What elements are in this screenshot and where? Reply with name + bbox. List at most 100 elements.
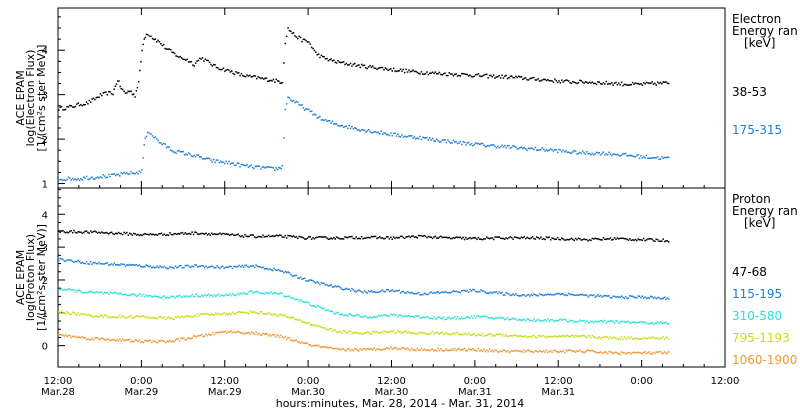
proton-point (316, 345, 318, 347)
proton-point (456, 332, 459, 334)
proton-point (612, 238, 614, 241)
proton-point (609, 319, 612, 322)
proton-point (127, 264, 129, 266)
proton-point (195, 264, 198, 266)
proton-point (380, 349, 382, 351)
proton-point (267, 311, 270, 314)
proton-point (476, 350, 478, 352)
proton-point (76, 290, 78, 292)
proton-point (445, 348, 448, 350)
proton-point (599, 337, 602, 340)
proton-point (643, 336, 645, 339)
proton-point (323, 327, 325, 329)
proton-point (140, 293, 142, 296)
electron-point (240, 72, 243, 75)
electron-point (663, 156, 666, 159)
proton-point (420, 347, 423, 350)
proton-point (283, 337, 285, 339)
electron-point (359, 66, 361, 69)
electron-point (340, 61, 342, 64)
electron-point (265, 166, 268, 169)
proton-point (415, 293, 417, 295)
proton-point (210, 334, 213, 336)
proton-point (345, 332, 348, 334)
proton-point (323, 236, 325, 238)
electron-point (288, 97, 291, 99)
proton-point (565, 239, 567, 241)
electron-point (440, 141, 442, 143)
proton-point (536, 294, 538, 297)
proton-point (340, 313, 342, 316)
proton-point (620, 320, 623, 323)
electron-point (190, 61, 193, 63)
proton-point (409, 236, 412, 239)
proton-point (447, 291, 449, 294)
electron-point (608, 151, 610, 154)
proton-point (216, 331, 218, 334)
proton-point (269, 333, 271, 336)
proton-point (90, 338, 92, 341)
proton-point (454, 348, 456, 350)
electron-point (574, 82, 577, 84)
electron-point (474, 74, 477, 76)
electron-point (466, 142, 468, 144)
proton-point (515, 334, 517, 337)
proton-point (195, 315, 198, 318)
proton-point (624, 337, 627, 340)
electron-point (274, 169, 276, 171)
proton-point (372, 330, 374, 333)
proton-point (373, 347, 375, 349)
proton-point (424, 235, 427, 238)
proton-point (80, 337, 82, 339)
proton-point (244, 293, 246, 295)
electron-point (534, 146, 537, 149)
proton-point (419, 234, 421, 237)
proton-point (266, 235, 268, 238)
proton-point (426, 236, 428, 239)
proton-point (119, 314, 121, 317)
proton-point (94, 292, 96, 294)
proton-point (188, 337, 191, 340)
proton-point (167, 316, 170, 318)
proton-ytick-label: 0 (42, 342, 48, 353)
proton-point (331, 330, 334, 332)
electron-point (545, 148, 548, 151)
proton-point (442, 236, 445, 239)
proton-point (415, 349, 417, 352)
electron-point (305, 39, 307, 42)
electron-point (88, 178, 91, 180)
proton-point (137, 340, 139, 342)
proton-point (180, 316, 182, 318)
electron-point (505, 74, 507, 77)
proton-point (341, 332, 343, 334)
electron-point (398, 135, 400, 138)
proton-point (69, 334, 71, 337)
proton-point (188, 266, 191, 268)
proton-point (248, 331, 250, 334)
proton-point (133, 264, 135, 266)
electron-point (376, 131, 378, 134)
proton-point (447, 316, 449, 319)
proton-point (87, 291, 89, 294)
proton-point (98, 316, 100, 318)
proton-point (278, 313, 281, 316)
electron-point (102, 92, 104, 94)
proton-point (577, 335, 580, 338)
proton-point (565, 349, 567, 351)
electron-point (308, 108, 310, 111)
electron-point (117, 80, 119, 82)
electron-point (168, 48, 170, 50)
proton-point (377, 291, 380, 293)
proton-point (324, 328, 327, 331)
proton-point (565, 294, 567, 296)
proton-point (128, 263, 131, 266)
proton-point (240, 292, 242, 294)
proton-point (454, 316, 456, 318)
electron-point (146, 131, 149, 134)
electron-point (390, 132, 392, 134)
proton-point (668, 298, 670, 300)
electron-point (63, 179, 66, 181)
proton-point (91, 231, 93, 234)
proton-point (83, 337, 85, 339)
proton-point (631, 295, 634, 298)
